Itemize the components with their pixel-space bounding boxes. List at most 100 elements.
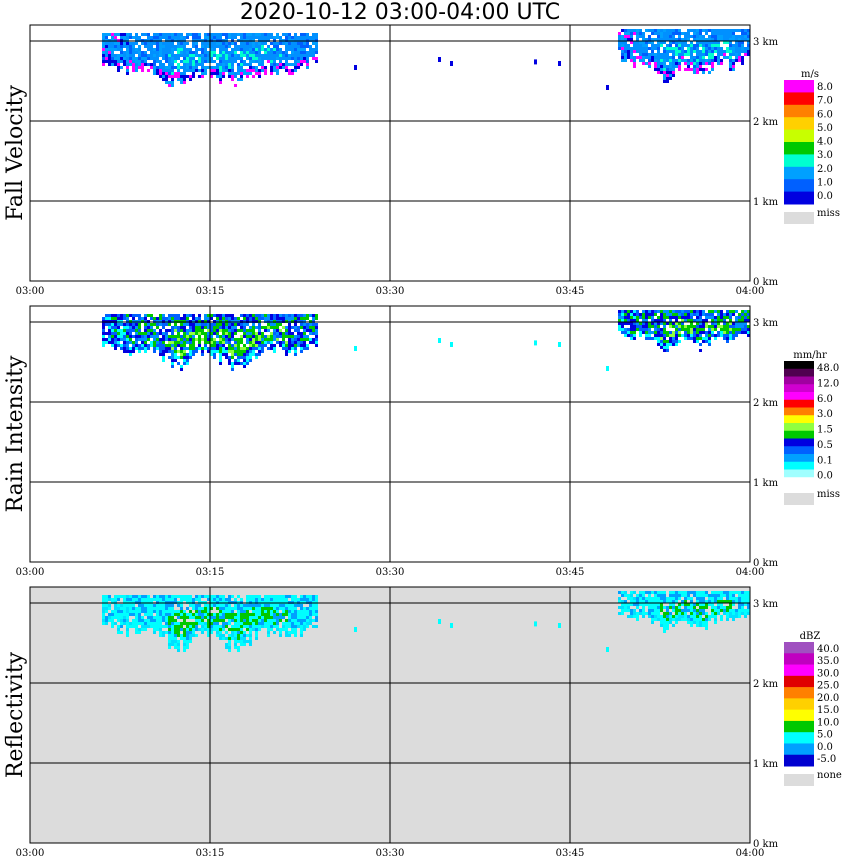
echo-cell bbox=[180, 75, 183, 78]
echo-cell bbox=[702, 325, 705, 328]
echo-cell bbox=[231, 628, 234, 631]
echo-cell bbox=[234, 338, 237, 341]
echo-cell bbox=[741, 316, 744, 319]
echo-cell bbox=[120, 54, 123, 57]
echo-cell bbox=[108, 616, 111, 619]
echo-cell bbox=[249, 640, 252, 643]
echo-cell bbox=[126, 598, 129, 601]
echo-cell bbox=[711, 41, 714, 44]
echo-cell bbox=[678, 56, 681, 59]
echo-cell bbox=[708, 600, 711, 603]
echo-cell bbox=[297, 60, 300, 63]
echo-cell bbox=[666, 316, 669, 319]
echo-cell bbox=[114, 610, 117, 613]
echo-cell bbox=[171, 365, 174, 368]
echo-cell bbox=[309, 598, 312, 601]
echo-cell bbox=[675, 337, 678, 340]
echo-cell bbox=[138, 607, 141, 610]
echo-cell bbox=[129, 350, 132, 353]
echo-cell bbox=[285, 622, 288, 625]
echo-cell bbox=[294, 344, 297, 347]
echo-cell bbox=[249, 48, 252, 51]
echo-cell bbox=[678, 591, 681, 594]
echo-cell bbox=[171, 604, 174, 607]
echo-cell bbox=[180, 45, 183, 48]
echo-cell bbox=[180, 335, 183, 338]
echo-cell bbox=[684, 59, 687, 62]
echo-cell bbox=[105, 341, 108, 344]
echo-cell bbox=[261, 332, 264, 335]
echo-cell bbox=[741, 591, 744, 594]
colorbar-label: 8.0 bbox=[817, 82, 833, 93]
echo-cell bbox=[279, 329, 282, 332]
echo-cell bbox=[231, 54, 234, 57]
echo-cell bbox=[702, 624, 705, 627]
echo-cell bbox=[195, 622, 198, 625]
echo-cell bbox=[714, 621, 717, 624]
echo-cell bbox=[144, 622, 147, 625]
echo-cell bbox=[123, 607, 126, 610]
echo-cell bbox=[714, 44, 717, 47]
echo-cell bbox=[129, 598, 132, 601]
echo-cell bbox=[135, 631, 138, 634]
echo-cell bbox=[246, 598, 249, 601]
echo-cell bbox=[300, 619, 303, 622]
colorbar-legend: dBZ40.035.030.025.020.015.010.05.00.0-5.… bbox=[784, 631, 842, 786]
echo-cell bbox=[285, 631, 288, 634]
echo-cell bbox=[171, 57, 174, 60]
echo-cell bbox=[264, 595, 267, 598]
echo-cell bbox=[258, 335, 261, 338]
echo-cell bbox=[126, 63, 129, 66]
echo-cell bbox=[708, 331, 711, 334]
echo-cell bbox=[621, 35, 624, 38]
echo-cell bbox=[684, 328, 687, 331]
echo-cell bbox=[294, 338, 297, 341]
echo-cell bbox=[174, 317, 177, 320]
echo-cell bbox=[276, 610, 279, 613]
echo-cell bbox=[690, 313, 693, 316]
echo-cell bbox=[231, 353, 234, 356]
echo-cell bbox=[180, 368, 183, 371]
echo-cell bbox=[636, 319, 639, 322]
echo-cell bbox=[744, 591, 747, 594]
echo-cell bbox=[147, 616, 150, 619]
echo-cell bbox=[213, 344, 216, 347]
echo-cell bbox=[165, 75, 168, 78]
echo-cell bbox=[186, 54, 189, 57]
echo-cell bbox=[282, 317, 285, 320]
echo-cell bbox=[168, 314, 171, 317]
echo-cell bbox=[129, 57, 132, 60]
echo-cell bbox=[135, 628, 138, 631]
echo-cell bbox=[246, 54, 249, 57]
echo-cell bbox=[735, 331, 738, 334]
echo-cell bbox=[246, 350, 249, 353]
echo-cell bbox=[249, 317, 252, 320]
echo-cell bbox=[639, 322, 642, 325]
echo-cell bbox=[228, 637, 231, 640]
echo-cell bbox=[147, 335, 150, 338]
echo-cell bbox=[657, 316, 660, 319]
echo-cell bbox=[657, 38, 660, 41]
echo-cell bbox=[678, 59, 681, 62]
echo-cell bbox=[654, 615, 657, 618]
echo-cell bbox=[285, 48, 288, 51]
echo-cell bbox=[663, 594, 666, 597]
echo-cell bbox=[195, 317, 198, 320]
echo-cell bbox=[672, 41, 675, 44]
echo-cell bbox=[672, 606, 675, 609]
echo-cell bbox=[105, 622, 108, 625]
echo-cell bbox=[663, 74, 666, 77]
echo-cell bbox=[732, 32, 735, 35]
echo-cell bbox=[177, 631, 180, 634]
echo-cell bbox=[204, 48, 207, 51]
echo-cell bbox=[690, 59, 693, 62]
echo-cell bbox=[165, 69, 168, 72]
echo-cell bbox=[279, 66, 282, 69]
echo-cell bbox=[147, 57, 150, 60]
echo-cell bbox=[735, 316, 738, 319]
echo-cell bbox=[657, 337, 660, 340]
echo-cell bbox=[240, 347, 243, 350]
echo-cell bbox=[144, 33, 147, 36]
echo-cell bbox=[120, 613, 123, 616]
echo-cell bbox=[264, 341, 267, 344]
